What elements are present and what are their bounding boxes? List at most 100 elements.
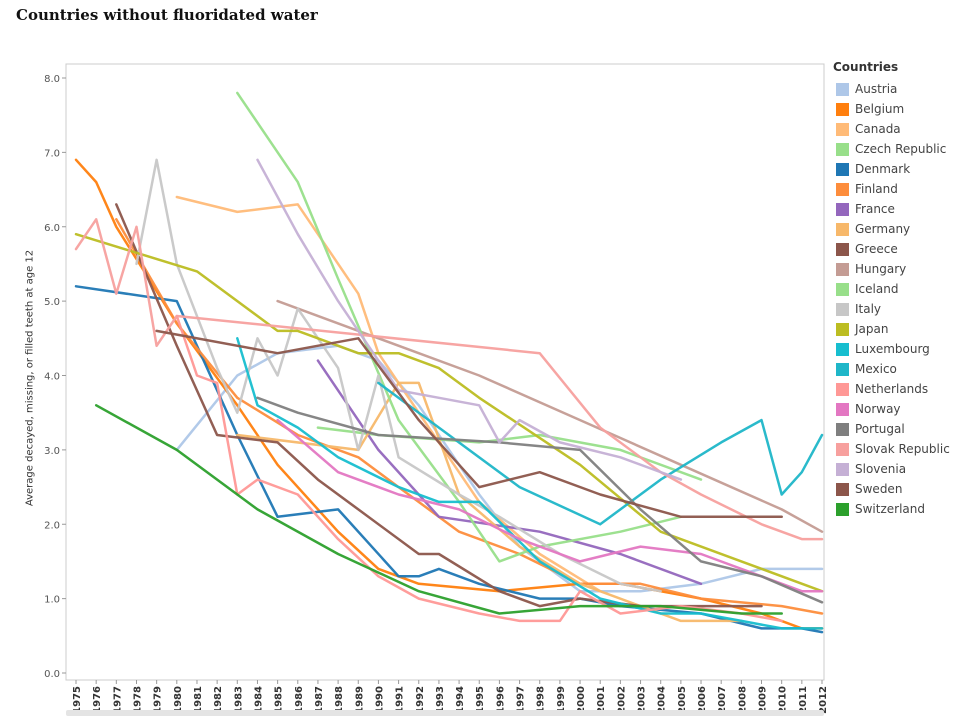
legend-label: France	[855, 202, 895, 216]
x-tick-label: 1993	[435, 686, 446, 714]
legend-item-iceland[interactable]: Iceland	[833, 279, 953, 299]
x-tick-label: 1986	[294, 686, 305, 714]
legend-swatch	[836, 322, 849, 336]
legend-swatch	[836, 342, 849, 356]
legend-label: Greece	[855, 242, 898, 256]
x-tick-label: 2001	[596, 686, 607, 714]
legend-swatch	[836, 142, 849, 156]
legend-swatch	[836, 282, 849, 296]
x-tick-label: 1996	[495, 686, 506, 714]
x-tick-label: 1997	[516, 686, 527, 714]
series-line-finland[interactable]	[115, 218, 824, 615]
legend-swatch	[836, 442, 849, 456]
legend-label: Slovak Republic	[855, 442, 950, 456]
legend-item-norway[interactable]: Norway	[833, 399, 953, 419]
legend-item-slovenia[interactable]: Slovenia	[833, 459, 953, 479]
y-tick-label: 3.0	[44, 446, 60, 457]
series-line-slovak-republic[interactable]	[74, 218, 824, 541]
x-tick-label: 2010	[778, 686, 789, 714]
legend-label: Slovenia	[855, 462, 907, 476]
x-tick-label: 2000	[576, 686, 587, 714]
series-line-netherlands[interactable]	[175, 314, 783, 623]
legend-label: Switzerland	[855, 502, 925, 516]
x-tick-label: 1998	[536, 686, 547, 714]
x-tick-label: 1992	[415, 686, 426, 714]
series-line-switzerland[interactable]	[94, 404, 783, 615]
x-tick-label: 1994	[455, 686, 466, 714]
legend-swatch	[836, 302, 849, 316]
x-tick-label: 1985	[274, 686, 285, 714]
legend-label: Czech Republic	[855, 142, 947, 156]
chart-title: Countries without fluoridated water	[16, 6, 318, 24]
legend-label: Iceland	[855, 282, 899, 296]
legend-item-austria[interactable]: Austria	[833, 79, 953, 99]
legend-item-netherlands[interactable]: Netherlands	[833, 379, 953, 399]
legend-label: Netherlands	[855, 382, 929, 396]
legend-item-finland[interactable]: Finland	[833, 179, 953, 199]
y-tick-label: 6.0	[44, 223, 60, 234]
y-tick-label: 8.0	[44, 74, 60, 85]
x-tick-label: 2006	[697, 686, 708, 714]
legend-label: Germany	[855, 222, 911, 236]
x-tick-label: 2004	[657, 686, 668, 714]
x-tick-label: 2009	[758, 686, 769, 714]
legend-item-belgium[interactable]: Belgium	[833, 99, 953, 119]
legend-item-mexico[interactable]: Mexico	[833, 359, 953, 379]
legend-item-switzerland[interactable]: Switzerland	[833, 499, 953, 519]
x-tick-label: 1989	[354, 686, 365, 714]
x-tick-label: 1987	[314, 686, 325, 714]
x-tick-label: 1977	[112, 686, 123, 714]
y-tick-label: 0.0	[44, 669, 60, 680]
series-line-slovenia[interactable]	[256, 158, 683, 481]
series-line-portugal[interactable]	[256, 396, 824, 604]
legend-item-slovak-republic[interactable]: Slovak Republic	[833, 439, 953, 459]
legend-item-canada[interactable]: Canada	[833, 119, 953, 139]
series-line-italy[interactable]	[135, 158, 662, 593]
horizontal-scrollbar[interactable]	[66, 710, 824, 716]
legend-item-sweden[interactable]: Sweden	[833, 479, 953, 499]
legend-swatch	[836, 382, 849, 396]
legend-label: Mexico	[855, 362, 897, 376]
legend-swatch	[836, 482, 849, 496]
series-line-luxembourg[interactable]	[236, 337, 824, 630]
legend-label: Hungary	[855, 262, 907, 276]
legend-label: Sweden	[855, 482, 903, 496]
x-tick-label: 1984	[253, 686, 264, 714]
legend-swatch	[836, 362, 849, 376]
x-tick-label: 1991	[395, 686, 406, 714]
series-line-canada[interactable]	[175, 195, 602, 593]
series-line-mexico[interactable]	[377, 381, 824, 526]
x-axis: 1975 1976 1977 1978 1979 1980 1981 1982 1983 1984…	[72, 680, 829, 714]
x-tick-label: 1980	[173, 686, 184, 714]
y-tick-label: 1.0	[44, 595, 60, 606]
legend-item-portugal[interactable]: Portugal	[833, 419, 953, 439]
legend-item-italy[interactable]: Italy	[833, 299, 953, 319]
legend-item-denmark[interactable]: Denmark	[833, 159, 953, 179]
x-tick-label: 1978	[132, 686, 143, 714]
series-line-japan[interactable]	[74, 232, 824, 593]
legend-swatch	[836, 502, 849, 516]
legend-label: Japan	[855, 322, 889, 336]
legend-item-czech-republic[interactable]: Czech Republic	[833, 139, 953, 159]
series-line-hungary[interactable]	[276, 299, 824, 533]
legend: Countries Austria Belgium Canada Czech Repu…	[833, 60, 953, 519]
x-tick-label: 2003	[637, 686, 648, 714]
x-tick-label: 1995	[475, 686, 486, 714]
legend-swatch	[836, 262, 849, 276]
legend-item-germany[interactable]: Germany	[833, 219, 953, 239]
legend-swatch	[836, 462, 849, 476]
legend-swatch	[836, 422, 849, 436]
y-axis: 0.0 1.0 2.0 3.0 4.0 5.0 6.0 7.0 8.0	[44, 74, 66, 680]
legend-item-luxembourg[interactable]: Luxembourg	[833, 339, 953, 359]
legend-item-greece[interactable]: Greece	[833, 239, 953, 259]
legend-swatch	[836, 102, 849, 116]
legend-item-hungary[interactable]: Hungary	[833, 259, 953, 279]
legend-swatch	[836, 202, 849, 216]
x-tick-label: 1979	[153, 686, 164, 714]
legend-item-france[interactable]: France	[833, 199, 953, 219]
legend-swatch	[836, 242, 849, 256]
legend-item-japan[interactable]: Japan	[833, 319, 953, 339]
legend-title: Countries	[833, 60, 899, 74]
series-line-sweden[interactable]	[155, 329, 783, 519]
